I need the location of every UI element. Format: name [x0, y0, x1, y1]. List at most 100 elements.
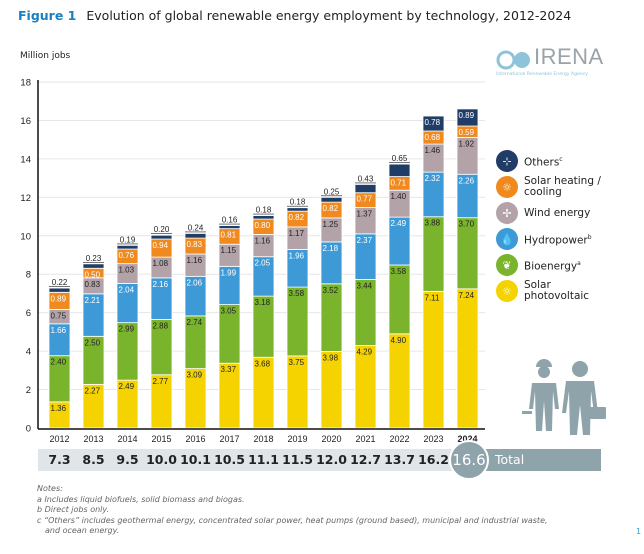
- y-axis-label: Million jobs: [20, 51, 71, 61]
- data-label: 2.77: [153, 377, 169, 386]
- logo-name: IRENA: [534, 44, 604, 69]
- legend-label: Othersc: [524, 155, 563, 169]
- data-label: 2.99: [119, 325, 135, 334]
- data-label: 3.58: [391, 267, 407, 276]
- data-label: 0.19: [120, 235, 136, 244]
- data-label: 0.68: [425, 133, 441, 142]
- wind-turbine-icon: ✢: [496, 202, 518, 224]
- data-label: 2.27: [85, 386, 101, 395]
- data-label: 0.89: [51, 294, 67, 303]
- logo-subtitle: International Renewable Energy Agency: [496, 72, 588, 77]
- note-a: a Includes liquid biofuels, solid biomas…: [37, 494, 245, 504]
- data-label: 7.11: [425, 293, 441, 302]
- data-label: 3.70: [459, 220, 475, 229]
- data-label: 1.16: [255, 236, 271, 245]
- data-label: 0.50: [85, 270, 101, 279]
- data-label: 0.89: [459, 111, 475, 120]
- total-value: 7.3: [48, 452, 71, 467]
- figure-label: Figure 1: [18, 8, 77, 23]
- y-tick-label: 0: [26, 424, 31, 435]
- note-c-continued: and ocean energy.: [45, 526, 120, 535]
- x-tick-label: 2015: [151, 434, 171, 444]
- bar-segment-others: [388, 163, 411, 177]
- bar-segment-solar_pv: [422, 290, 445, 429]
- total-value: 12.7: [350, 452, 381, 467]
- y-tick-label: 6: [26, 308, 31, 319]
- bar-segment-solar_pv: [456, 288, 479, 429]
- data-label: 0.81: [221, 231, 237, 240]
- y-tick-label: 16: [20, 116, 31, 127]
- legend-item: ❦ Bioenergya: [496, 254, 614, 276]
- data-label: 1.16: [187, 256, 203, 265]
- total-value: 11.5: [282, 452, 313, 467]
- data-label: 2.06: [187, 278, 203, 287]
- x-tick-label: 2019: [287, 434, 307, 444]
- x-tick-label: 2024: [457, 434, 477, 444]
- bar-segment-others: [82, 263, 105, 269]
- legend-item: ⊹ Othersc: [496, 150, 614, 172]
- data-label: 0.59: [459, 128, 475, 137]
- data-label: 2.21: [85, 296, 101, 305]
- sun-icon: ☼: [496, 176, 518, 198]
- data-label: 0.25: [324, 187, 340, 196]
- stacked-bar-chart: 1.36 2.40 1.66 0.75 0.89 0.22 2.27 2.50 2.21 0.83…: [20, 78, 485, 444]
- x-tick-label: 2014: [117, 434, 137, 444]
- y-tick-label: 4: [26, 347, 31, 358]
- data-label: 3.98: [323, 353, 339, 362]
- data-label: 1.15: [221, 246, 237, 255]
- bar-segment-others: [456, 108, 479, 127]
- data-label: 0.71: [391, 179, 407, 188]
- data-label: 2.04: [119, 285, 135, 294]
- data-label: 0.65: [392, 154, 408, 163]
- x-tick-label: 2020: [321, 434, 341, 444]
- total-value: 8.5: [82, 452, 105, 467]
- bar-segment-others: [422, 115, 445, 132]
- total-value: 11.1: [248, 452, 279, 467]
- bar-segment-bioenergy: [422, 216, 445, 292]
- y-tick-label: 2: [26, 385, 31, 396]
- data-label: 0.75: [51, 311, 67, 320]
- data-label: 0.18: [290, 198, 306, 207]
- x-tick-label: 2017: [219, 434, 239, 444]
- y-tick-label: 10: [20, 231, 31, 242]
- data-label: 4.90: [391, 336, 407, 345]
- data-label: 0.76: [119, 251, 135, 260]
- globe-logo-icon: [496, 50, 530, 70]
- data-label: 2.49: [119, 382, 135, 391]
- data-label: 1.96: [289, 251, 305, 260]
- data-label: 0.82: [289, 213, 305, 222]
- data-label: 2.74: [187, 318, 203, 327]
- legend-label: Bioenergya: [524, 259, 581, 273]
- note-c: c “Others” includes geothermal energy, c…: [37, 515, 548, 525]
- data-label: 1.99: [221, 268, 237, 277]
- x-tick-label: 2022: [389, 434, 409, 444]
- data-label: 3.58: [289, 289, 305, 298]
- data-label: 4.29: [357, 348, 373, 357]
- bar-segment-others: [252, 215, 275, 220]
- legend-item: ☼ Solar photovoltaic: [496, 280, 614, 302]
- x-tick-label: 2016: [185, 434, 205, 444]
- legend-item: ✢ Wind energy: [496, 202, 614, 224]
- y-tick-label: 14: [20, 154, 31, 165]
- data-label: 2.40: [51, 358, 67, 367]
- bar-segment-others: [116, 244, 139, 250]
- legend-label: Wind energy: [524, 206, 591, 219]
- data-label: 3.05: [221, 307, 237, 316]
- bar-segment-others: [218, 225, 241, 230]
- legend-label: Solar heating / cooling: [524, 175, 601, 198]
- x-tick-label: 2023: [423, 434, 443, 444]
- notes: Notes: a Includes liquid biofuels, solid…: [37, 484, 548, 537]
- data-label: 2.88: [153, 321, 169, 330]
- data-label: 0.94: [153, 241, 169, 250]
- data-label: 3.37: [221, 365, 237, 374]
- data-label: 0.78: [425, 118, 441, 127]
- data-label: 0.80: [255, 221, 271, 230]
- data-label: 1.36: [51, 404, 67, 413]
- bar-segment-solar_pv: [354, 345, 377, 429]
- bar-segment-others: [48, 287, 71, 293]
- data-label: 1.40: [391, 192, 407, 201]
- data-label: 0.23: [86, 254, 102, 263]
- total-value: 10.1: [180, 452, 211, 467]
- note-b: b Direct jobs only.: [37, 505, 110, 514]
- total-band: [456, 449, 601, 471]
